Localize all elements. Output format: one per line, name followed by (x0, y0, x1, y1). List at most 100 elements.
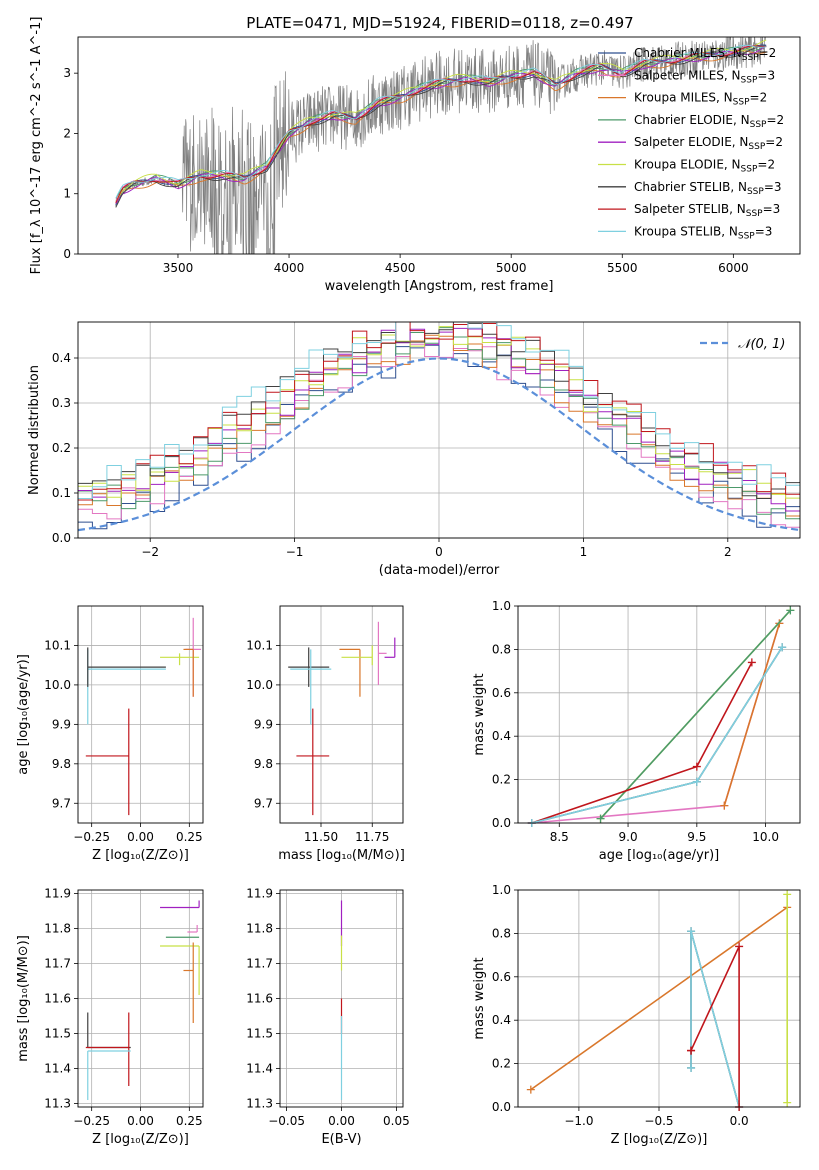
y-tick-label: 0.2 (492, 773, 511, 787)
x-tick-label: 4500 (385, 261, 416, 275)
weight-line (531, 662, 753, 824)
x-tick-label: 5000 (496, 261, 527, 275)
y-tick-label: 11.7 (246, 957, 273, 971)
x-tick-label: 0 (435, 545, 443, 559)
y-tick-label: 11.5 (44, 1027, 71, 1041)
axes-frame (77, 36, 801, 255)
axes-frame (77, 889, 204, 1108)
spectrum-legend: Chabrier MILES, NSSP=2 Salpeter MILES, NS… (598, 46, 784, 241)
y-axis-label: mass weight (472, 673, 487, 755)
residual-histogram (78, 322, 800, 499)
age-vs-Z-panel: −0.25 0.00 0.25 9.7 9.8 9.9 10.0 10.1 Z [log₁₀(Z… (16, 605, 204, 863)
legend-entry: Kroupa MILES, NSSP=2 (634, 91, 767, 108)
mass-vs-ebv-panel: −0.05 0.00 0.05 11.3 11.4 11.5 11.6 11.7 11.8 11.… (246, 887, 409, 1148)
x-tick-label: −0.25 (73, 1114, 110, 1128)
x-tick-label: 4000 (274, 261, 305, 275)
axes-frame (77, 605, 204, 824)
axes-frame (517, 605, 801, 824)
y-tick-label: 11.3 (44, 1097, 71, 1111)
axes-frame (279, 605, 404, 824)
legend-entry: Kroupa ELODIE, NSSP=2 (634, 158, 775, 175)
x-tick-label: 2 (724, 545, 732, 559)
y-tick-label: 11.6 (44, 992, 71, 1006)
x-axis-label: E(B-V) (321, 1132, 361, 1147)
x-tick-label: 11.50 (304, 830, 338, 844)
legend-entry: Chabrier STELIB, NSSP=3 (634, 180, 782, 197)
y-tick-label: 0.0 (492, 1100, 511, 1114)
y-tick-label: 1.0 (492, 883, 511, 897)
axes-frame (517, 889, 801, 1108)
y-tick-label: 0.0 (52, 531, 71, 545)
y-tick-label: 11.7 (44, 957, 71, 971)
weight-vs-Z-panel: −1.0 −0.5 0.0 0.0 0.2 0.4 0.6 0.8 1.0 Z [log₁₀(Z/… (472, 883, 801, 1147)
weight-line (530, 906, 788, 1091)
normal-reference-curve (78, 357, 800, 532)
x-tick-label: 3500 (163, 261, 194, 275)
x-tick-label: 0.00 (127, 830, 154, 844)
y-tick-label: 3 (63, 66, 71, 80)
legend-entry: Salpeter MILES, NSSP=3 (634, 68, 775, 85)
axes-frame (77, 321, 801, 539)
x-tick-label: 1 (580, 545, 588, 559)
weight-vs-age-panel: 8.5 9.0 9.5 10.0 0.0 0.2 0.4 0.6 0.8 1.0 age [log₁… (472, 599, 801, 863)
y-tick-label: 0.4 (492, 1013, 511, 1027)
x-axis-label: (data-model)/error (379, 563, 500, 578)
mass-vs-Z-panel: −0.25 0.00 0.25 11.3 11.4 11.5 11.6 11.7 11.8 11.… (16, 887, 204, 1147)
figure-title: PLATE=0471, MJD=51924, FIBERID=0118, z=0… (246, 14, 633, 32)
y-axis-label: Normed distribution (27, 365, 42, 495)
y-tick-label: 9.8 (52, 757, 71, 771)
weight-marker (786, 606, 795, 615)
x-tick-label: 0.25 (176, 1114, 203, 1128)
x-tick-label: −1 (286, 545, 304, 559)
x-tick-label: 5500 (607, 261, 638, 275)
y-tick-label: 11.9 (246, 887, 273, 901)
y-tick-label: 9.7 (254, 796, 273, 810)
weight-marker (596, 814, 605, 823)
x-tick-label: 0.25 (176, 830, 203, 844)
x-axis-label: Z [log₁₀(Z/Z⊙)] (92, 1132, 189, 1147)
x-tick-label: −2 (141, 545, 159, 559)
y-tick-label: 2 (63, 126, 71, 140)
weight-line (690, 930, 740, 1108)
y-axis-label: mass weight (472, 957, 487, 1039)
y-tick-label: 0.8 (492, 926, 511, 940)
weight-marker (692, 777, 701, 786)
y-tick-label: 10.0 (44, 678, 71, 692)
x-tick-label: 0.0 (730, 1114, 749, 1128)
y-tick-label: 0.0 (492, 816, 511, 830)
weight-marker (687, 1046, 696, 1055)
x-axis-label: Z [log₁₀(Z/Z⊙)] (92, 848, 189, 863)
x-tick-label: 9.0 (619, 830, 638, 844)
residual-histogram (78, 322, 800, 499)
y-axis-label: mass [log₁₀(M/M⊙)] (16, 935, 31, 1062)
x-axis-label: wavelength [Angstrom, rest frame] (325, 279, 554, 294)
y-tick-label: 1 (63, 187, 71, 201)
legend-entry: Chabrier MILES, NSSP=2 (634, 46, 776, 63)
y-tick-label: 0.2 (52, 441, 71, 455)
legend-entry: Salpeter STELIB, NSSP=3 (634, 202, 780, 219)
x-tick-label: −0.05 (268, 1114, 305, 1128)
y-tick-label: 0.6 (492, 686, 511, 700)
y-tick-label: 0.8 (492, 642, 511, 656)
weight-marker (692, 762, 701, 771)
weight-line (531, 646, 783, 824)
spectrum-panel: 3500 4000 4500 5000 5500 6000 0 1 2 3 wavelength [… (29, 17, 801, 294)
y-tick-label: 10.0 (246, 678, 273, 692)
mass-vs-Z-plot-area (85, 900, 200, 1100)
weight-marker (526, 1085, 535, 1094)
residual-histogram (78, 343, 800, 528)
age-vs-mass-panel: 11.50 11.75 9.7 9.8 9.9 10.0 10.1 mass [log₁₀(M… (246, 605, 405, 863)
y-tick-label: 11.3 (246, 1097, 273, 1111)
x-tick-label: 0.00 (127, 1114, 154, 1128)
legend-entry: 𝒩(0, 1) (738, 337, 785, 352)
x-tick-label: 0.00 (328, 1114, 355, 1128)
y-tick-label: 0 (63, 247, 71, 261)
x-axis-label: age [log₁₀(age/yr)] (599, 848, 720, 863)
x-tick-label: −0.25 (73, 830, 110, 844)
y-tick-label: 9.9 (52, 717, 71, 731)
x-tick-label: 0.05 (383, 1114, 410, 1128)
y-tick-label: 0.4 (492, 729, 511, 743)
x-tick-label: 6000 (718, 261, 749, 275)
model-spectrum-line (115, 39, 767, 203)
